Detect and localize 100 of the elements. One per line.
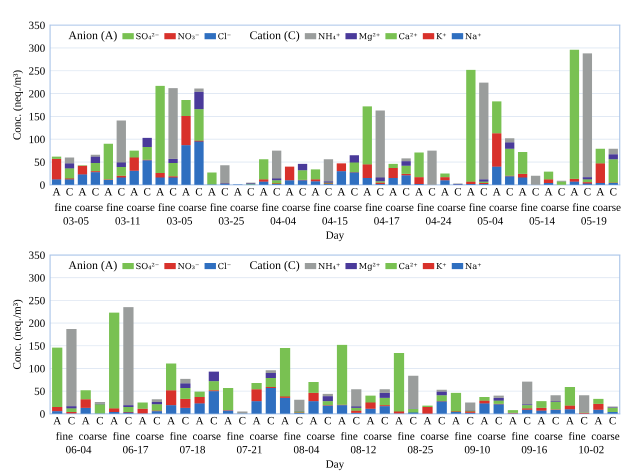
- text: 06-17: [122, 446, 148, 454]
- x-tick-label: A: [260, 188, 268, 196]
- x-tick-label: C: [182, 416, 188, 424]
- x-tick-label: A: [53, 416, 62, 424]
- text: coarse: [489, 206, 518, 212]
- x-tick-label: A: [452, 416, 460, 424]
- y-tick-label: 150: [30, 342, 45, 350]
- legend-label: Cl⁻: [218, 262, 231, 270]
- y-tick-label: 300: [29, 274, 45, 282]
- y-tick-label: 50: [34, 158, 45, 166]
- text: fine: [454, 432, 472, 440]
- y-tick-label: 200: [29, 90, 45, 98]
- x-tick-label: A: [52, 188, 60, 196]
- x-tick-label: C: [466, 416, 474, 424]
- x-tick-label: C: [402, 188, 410, 196]
- x-tick-label: A: [538, 416, 546, 424]
- text: coarse: [386, 206, 414, 212]
- legend-label: Na⁺: [465, 262, 482, 270]
- text: fine: [262, 203, 278, 212]
- text: coarse: [364, 434, 392, 440]
- annotation: Anion (A): [68, 260, 117, 272]
- text: coarse: [478, 434, 506, 440]
- text: fine: [340, 432, 358, 440]
- text: 07-21: [236, 446, 262, 454]
- text: fine: [284, 432, 300, 440]
- text: 03-05: [63, 217, 88, 225]
- x-tick-label: A: [337, 188, 346, 196]
- legend-label: Cl⁻: [218, 32, 231, 40]
- x-tick-label: C: [239, 416, 246, 424]
- text: fine: [112, 432, 130, 440]
- x-tick-label: A: [281, 416, 289, 424]
- x-tick-label: A: [363, 188, 372, 196]
- text: coarse: [282, 206, 310, 212]
- text: fine: [417, 203, 434, 212]
- x-tick-label: C: [524, 416, 530, 424]
- annotation: Cation (C): [250, 260, 300, 272]
- x-tick-label: C: [66, 188, 73, 196]
- x-tick-label: A: [208, 188, 216, 196]
- text: 09-16: [522, 446, 547, 454]
- x-tick-label: C: [495, 416, 502, 424]
- x-tick-label: A: [286, 188, 294, 196]
- text: coarse: [592, 434, 620, 440]
- x-tick-label: A: [389, 188, 398, 196]
- text: 04-17: [374, 217, 400, 225]
- x-tick-label: A: [338, 416, 346, 424]
- x-tick-label: A: [566, 416, 574, 424]
- x-tick-label: C: [454, 188, 461, 196]
- y-tick-label: 0: [40, 181, 45, 189]
- y-tick-label: 350: [29, 22, 45, 30]
- y-tick-label: 250: [29, 296, 45, 304]
- text: 05-14: [530, 217, 555, 225]
- x-tick-label: C: [382, 416, 388, 424]
- text: fine: [210, 203, 227, 212]
- legend-label: SO₄²⁻: [136, 32, 159, 40]
- legend-label: K⁺: [436, 33, 446, 40]
- text: coarse: [534, 434, 562, 440]
- x-tick-label: A: [82, 416, 90, 424]
- y-tick-label: 350: [29, 251, 45, 259]
- x-tick-label: C: [480, 188, 487, 196]
- x-tick-label: C: [610, 188, 616, 196]
- x-tick-label: A: [167, 416, 176, 424]
- text: fine: [170, 432, 187, 440]
- y-tick-label: 200: [29, 320, 45, 328]
- x-tick-label: A: [196, 416, 204, 424]
- x-tick-label: C: [210, 416, 217, 424]
- x-tick-label: A: [310, 416, 318, 424]
- text: fine: [54, 203, 72, 212]
- text: fine: [365, 203, 382, 212]
- text: 03-11: [115, 217, 140, 225]
- x-tick-label: C: [351, 188, 358, 196]
- x-tick-label: C: [506, 188, 513, 196]
- legend-label: NO₃⁻: [178, 32, 199, 40]
- legend-label: NH₄⁺: [318, 262, 340, 270]
- x-tick-label: A: [544, 188, 552, 196]
- x-tick-label: C: [296, 416, 302, 424]
- text: coarse: [136, 434, 164, 440]
- y-axis-title: Conc. (neq./m³): [12, 300, 23, 370]
- text: 04-04: [270, 217, 296, 225]
- text: 07-18: [180, 446, 206, 454]
- x-tick-label: A: [492, 188, 501, 196]
- x-tick-label: A: [441, 188, 449, 196]
- x-tick-label: A: [415, 188, 423, 196]
- legend-label: Ca²⁺: [399, 262, 418, 270]
- legend-label: Mg²⁺: [359, 262, 380, 271]
- x-tick-label: A: [130, 188, 138, 196]
- x-tick-label: C: [196, 188, 202, 196]
- x-tick-label: A: [312, 188, 320, 196]
- x-tick-label: A: [224, 416, 232, 424]
- x-tick-label: A: [366, 416, 374, 424]
- text: fine: [314, 203, 330, 212]
- x-tick-label: C: [532, 188, 539, 196]
- x-tick-label: C: [118, 188, 124, 196]
- x-tick-label: C: [125, 416, 132, 424]
- text: coarse: [230, 206, 258, 212]
- text: fine: [572, 203, 590, 212]
- x-axis-title: Day: [326, 460, 344, 470]
- text: coarse: [178, 206, 206, 212]
- text: 08-12: [350, 446, 376, 454]
- text: coarse: [75, 206, 103, 212]
- y-tick-label: 100: [30, 364, 45, 372]
